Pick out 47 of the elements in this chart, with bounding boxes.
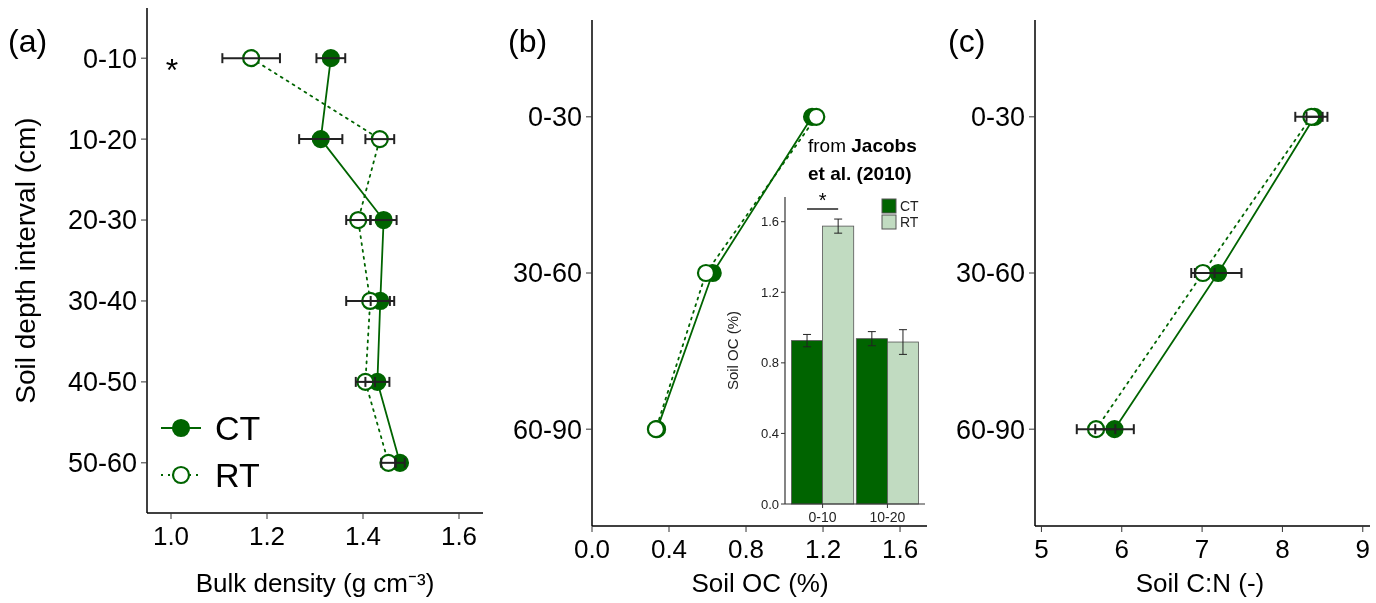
x-tick-label: 1.6 <box>881 534 919 564</box>
y-axis-title: Soil depth interval (cm) <box>10 117 41 404</box>
y-tick-label: 30-60 <box>512 258 582 289</box>
x-tick-label: 0.0 <box>573 534 611 564</box>
y-tick-label: 60-90 <box>955 414 1025 445</box>
y-tick-label: 1.2 <box>760 284 779 300</box>
x-tick-label: 1.4 <box>344 521 382 551</box>
y-tick-label: 10-20 <box>67 124 137 155</box>
y-tick-label: 30-60 <box>955 258 1025 289</box>
y-tick-label: 20-30 <box>67 205 137 236</box>
legend-label: RT <box>215 456 260 495</box>
x-tick-label: 5 <box>1034 534 1049 564</box>
x-axis-title: Soil OC (%) <box>691 568 829 598</box>
y-tick-label: 50-60 <box>67 448 137 479</box>
y-tick-label: 0.4 <box>760 425 779 441</box>
y-tick-label: 30-40 <box>67 286 137 317</box>
legend-label: CT <box>215 409 261 448</box>
x-tick-label: 1.2 <box>248 521 286 551</box>
x-tick-label: 1.6 <box>440 521 478 551</box>
chart-title: (c) <box>948 23 986 59</box>
annotation: * <box>818 189 827 211</box>
annotation: from Jacobs et al. (2010) <box>808 135 917 184</box>
legend-label: CT <box>900 198 920 215</box>
x-tick-label: 0.4 <box>650 534 688 564</box>
x-tick-label: 7 <box>1194 534 1210 564</box>
point <box>696 263 716 283</box>
y-tick-label: 40-50 <box>67 367 137 398</box>
y-tick-label: 0-30 <box>527 102 582 133</box>
x-axis-title: Soil C:N (-) <box>1135 568 1265 598</box>
y-axis-title: Soil OC (%) <box>724 310 741 391</box>
text: (a) <box>8 23 48 59</box>
x-tick-label: 9 <box>1355 534 1370 564</box>
x-axis-title: Bulk density (g cm⁻³) <box>195 568 435 598</box>
y-tick-label: 0.0 <box>760 496 779 512</box>
legend-label: RT <box>900 214 919 231</box>
y-tick-label: 60-90 <box>512 414 582 445</box>
chart-title: (b) <box>508 23 548 59</box>
x-tick-label: 1.0 <box>152 521 190 551</box>
y-tick-label: 0-30 <box>970 102 1025 133</box>
x-tick-label: 1.2 <box>804 534 842 564</box>
annotation: * <box>165 51 179 88</box>
y-tick-label: 0-10 <box>82 43 137 74</box>
y-tick-label: 0.8 <box>760 355 779 371</box>
y-tick-label: 1.6 <box>760 214 779 230</box>
point <box>807 107 826 126</box>
x-tick-label: 6 <box>1114 534 1129 564</box>
x-tick-label: 8 <box>1275 534 1290 564</box>
